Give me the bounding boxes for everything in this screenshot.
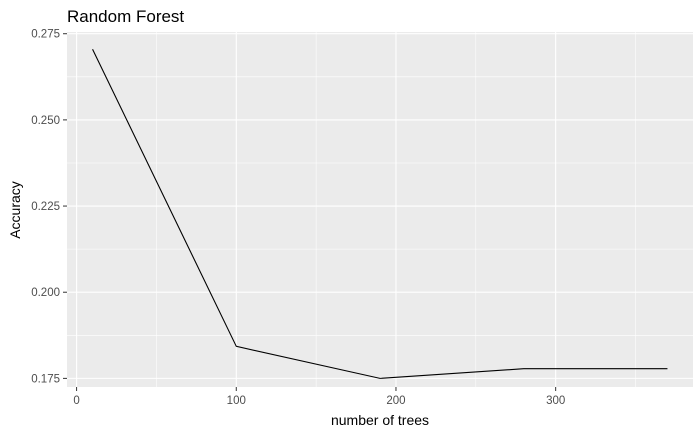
plot-panel: [67, 32, 693, 387]
x-axis-title: number of trees: [331, 412, 429, 428]
x-tick-label: 100: [227, 395, 246, 407]
x-tick-label: 300: [546, 395, 565, 407]
y-tick-label: 0.225: [31, 201, 60, 213]
y-tick-label: 0.200: [31, 287, 60, 299]
series-layer: [92, 48, 668, 379]
accuracy-line: [92, 48, 668, 379]
x-axis: 0 100 200 300: [73, 387, 565, 407]
y-tick-label: 0.250: [31, 115, 60, 127]
x-tick-label: 200: [386, 395, 405, 407]
y-axis-title: Accuracy: [7, 181, 23, 239]
y-tick-label: 0.275: [31, 29, 60, 41]
grid-minor: [67, 32, 693, 387]
x-tick-label: 0: [73, 395, 79, 407]
chart-title: Random Forest: [67, 7, 184, 26]
y-axis: 0.175 0.200 0.225 0.250 0.275: [31, 29, 67, 385]
y-tick-label: 0.175: [31, 373, 60, 385]
